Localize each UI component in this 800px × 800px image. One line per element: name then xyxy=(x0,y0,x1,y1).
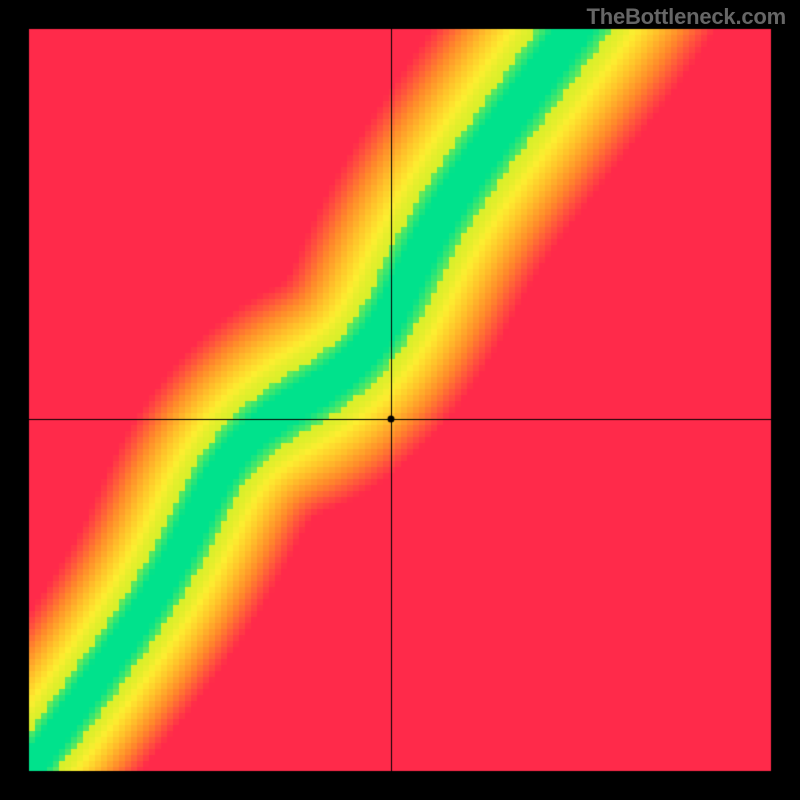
bottleneck-heatmap xyxy=(0,0,800,800)
watermark-label: TheBottleneck.com xyxy=(586,4,786,30)
